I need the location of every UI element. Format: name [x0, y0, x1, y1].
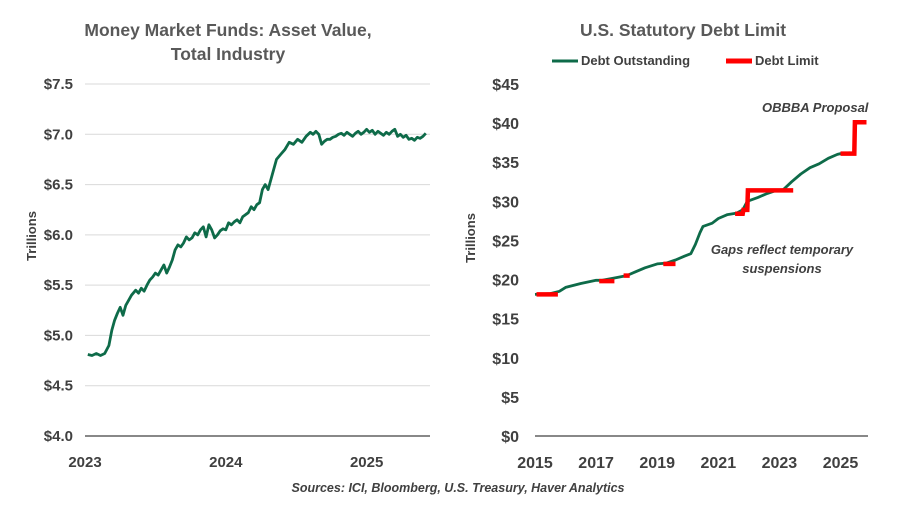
- right-x-tick-label: 2023: [762, 455, 798, 472]
- right-y-tick-label: $15: [492, 312, 519, 329]
- left-chart: Money Market Funds: Asset Value, Total I…: [24, 20, 430, 471]
- left-y-tick-label: $6.5: [44, 177, 73, 194]
- left-chart-y-axis-label: Trillions: [24, 211, 39, 261]
- right-x-tick-label: 2025: [823, 455, 859, 472]
- right-chart-series: [534, 120, 867, 297]
- right-y-tick-label: $40: [492, 116, 519, 133]
- left-x-tick-label: 2023: [68, 454, 101, 471]
- right-chart-legend: Debt Outstanding Debt Limit: [552, 53, 819, 68]
- money-market-series-line: [87, 127, 427, 357]
- right-x-tick-label: 2015: [517, 455, 553, 472]
- right-chart-y-tick-labels: $0 $5 $10 $15 $20 $25 $30 $35 $40 $45: [492, 77, 519, 446]
- left-y-tick-label: $4.5: [44, 378, 73, 395]
- right-y-tick-label: $5: [501, 390, 519, 407]
- annotation-gaps-line-2: suspensions: [742, 261, 821, 276]
- left-y-tick-label: $4.0: [44, 428, 73, 445]
- left-y-tick-label: $7.0: [44, 126, 73, 143]
- right-y-tick-label: $30: [492, 194, 519, 211]
- annotation-obbba-proposal: OBBBA Proposal: [762, 100, 869, 115]
- right-chart-x-tick-labels: 2015 2017 2019 2021 2023 2025: [517, 455, 858, 472]
- right-y-tick-label: $35: [492, 155, 519, 172]
- right-x-tick-label: 2021: [701, 455, 737, 472]
- left-x-tick-label: 2024: [209, 454, 243, 471]
- left-chart-title-line-1: Money Market Funds: Asset Value,: [84, 20, 371, 40]
- debt-limit-segment: [735, 188, 794, 217]
- right-chart: U.S. Statutory Debt Limit Debt Outstandi…: [463, 20, 869, 472]
- right-x-tick-label: 2019: [639, 455, 675, 472]
- right-chart-title: U.S. Statutory Debt Limit: [580, 20, 786, 40]
- source-note: Sources: ICI, Bloomberg, U.S. Treasury, …: [292, 481, 625, 495]
- annotation-gaps-line-1: Gaps reflect temporary: [711, 242, 854, 257]
- left-chart-gridlines: [85, 83, 430, 387]
- left-chart-x-tick-labels: 2023 2024 2025: [68, 454, 383, 471]
- legend-label-debt-limit: Debt Limit: [755, 53, 819, 68]
- legend-label-debt-outstanding: Debt Outstanding: [581, 53, 690, 68]
- right-y-tick-label: $0: [501, 429, 519, 446]
- left-x-tick-label: 2025: [350, 454, 383, 471]
- left-chart-title-line-2: Total Industry: [171, 44, 286, 64]
- left-chart-y-tick-labels: $4.0 $4.5 $5.0 $5.5 $6.0 $6.5 $7.0 $7.5: [44, 76, 73, 445]
- left-y-tick-label: $5.0: [44, 327, 73, 344]
- right-y-tick-label: $25: [492, 233, 519, 250]
- right-y-tick-label: $20: [492, 273, 519, 290]
- left-y-tick-label: $6.0: [44, 227, 73, 244]
- right-x-tick-label: 2017: [578, 455, 614, 472]
- left-y-tick-label: $5.5: [44, 277, 73, 294]
- right-y-tick-label: $10: [492, 351, 519, 368]
- right-y-tick-label: $45: [492, 77, 519, 94]
- debt-limit-segment: [840, 120, 867, 156]
- right-chart-y-axis-label: Trillions: [463, 213, 478, 263]
- left-chart-series: [87, 127, 427, 357]
- left-y-tick-label: $7.5: [44, 76, 73, 93]
